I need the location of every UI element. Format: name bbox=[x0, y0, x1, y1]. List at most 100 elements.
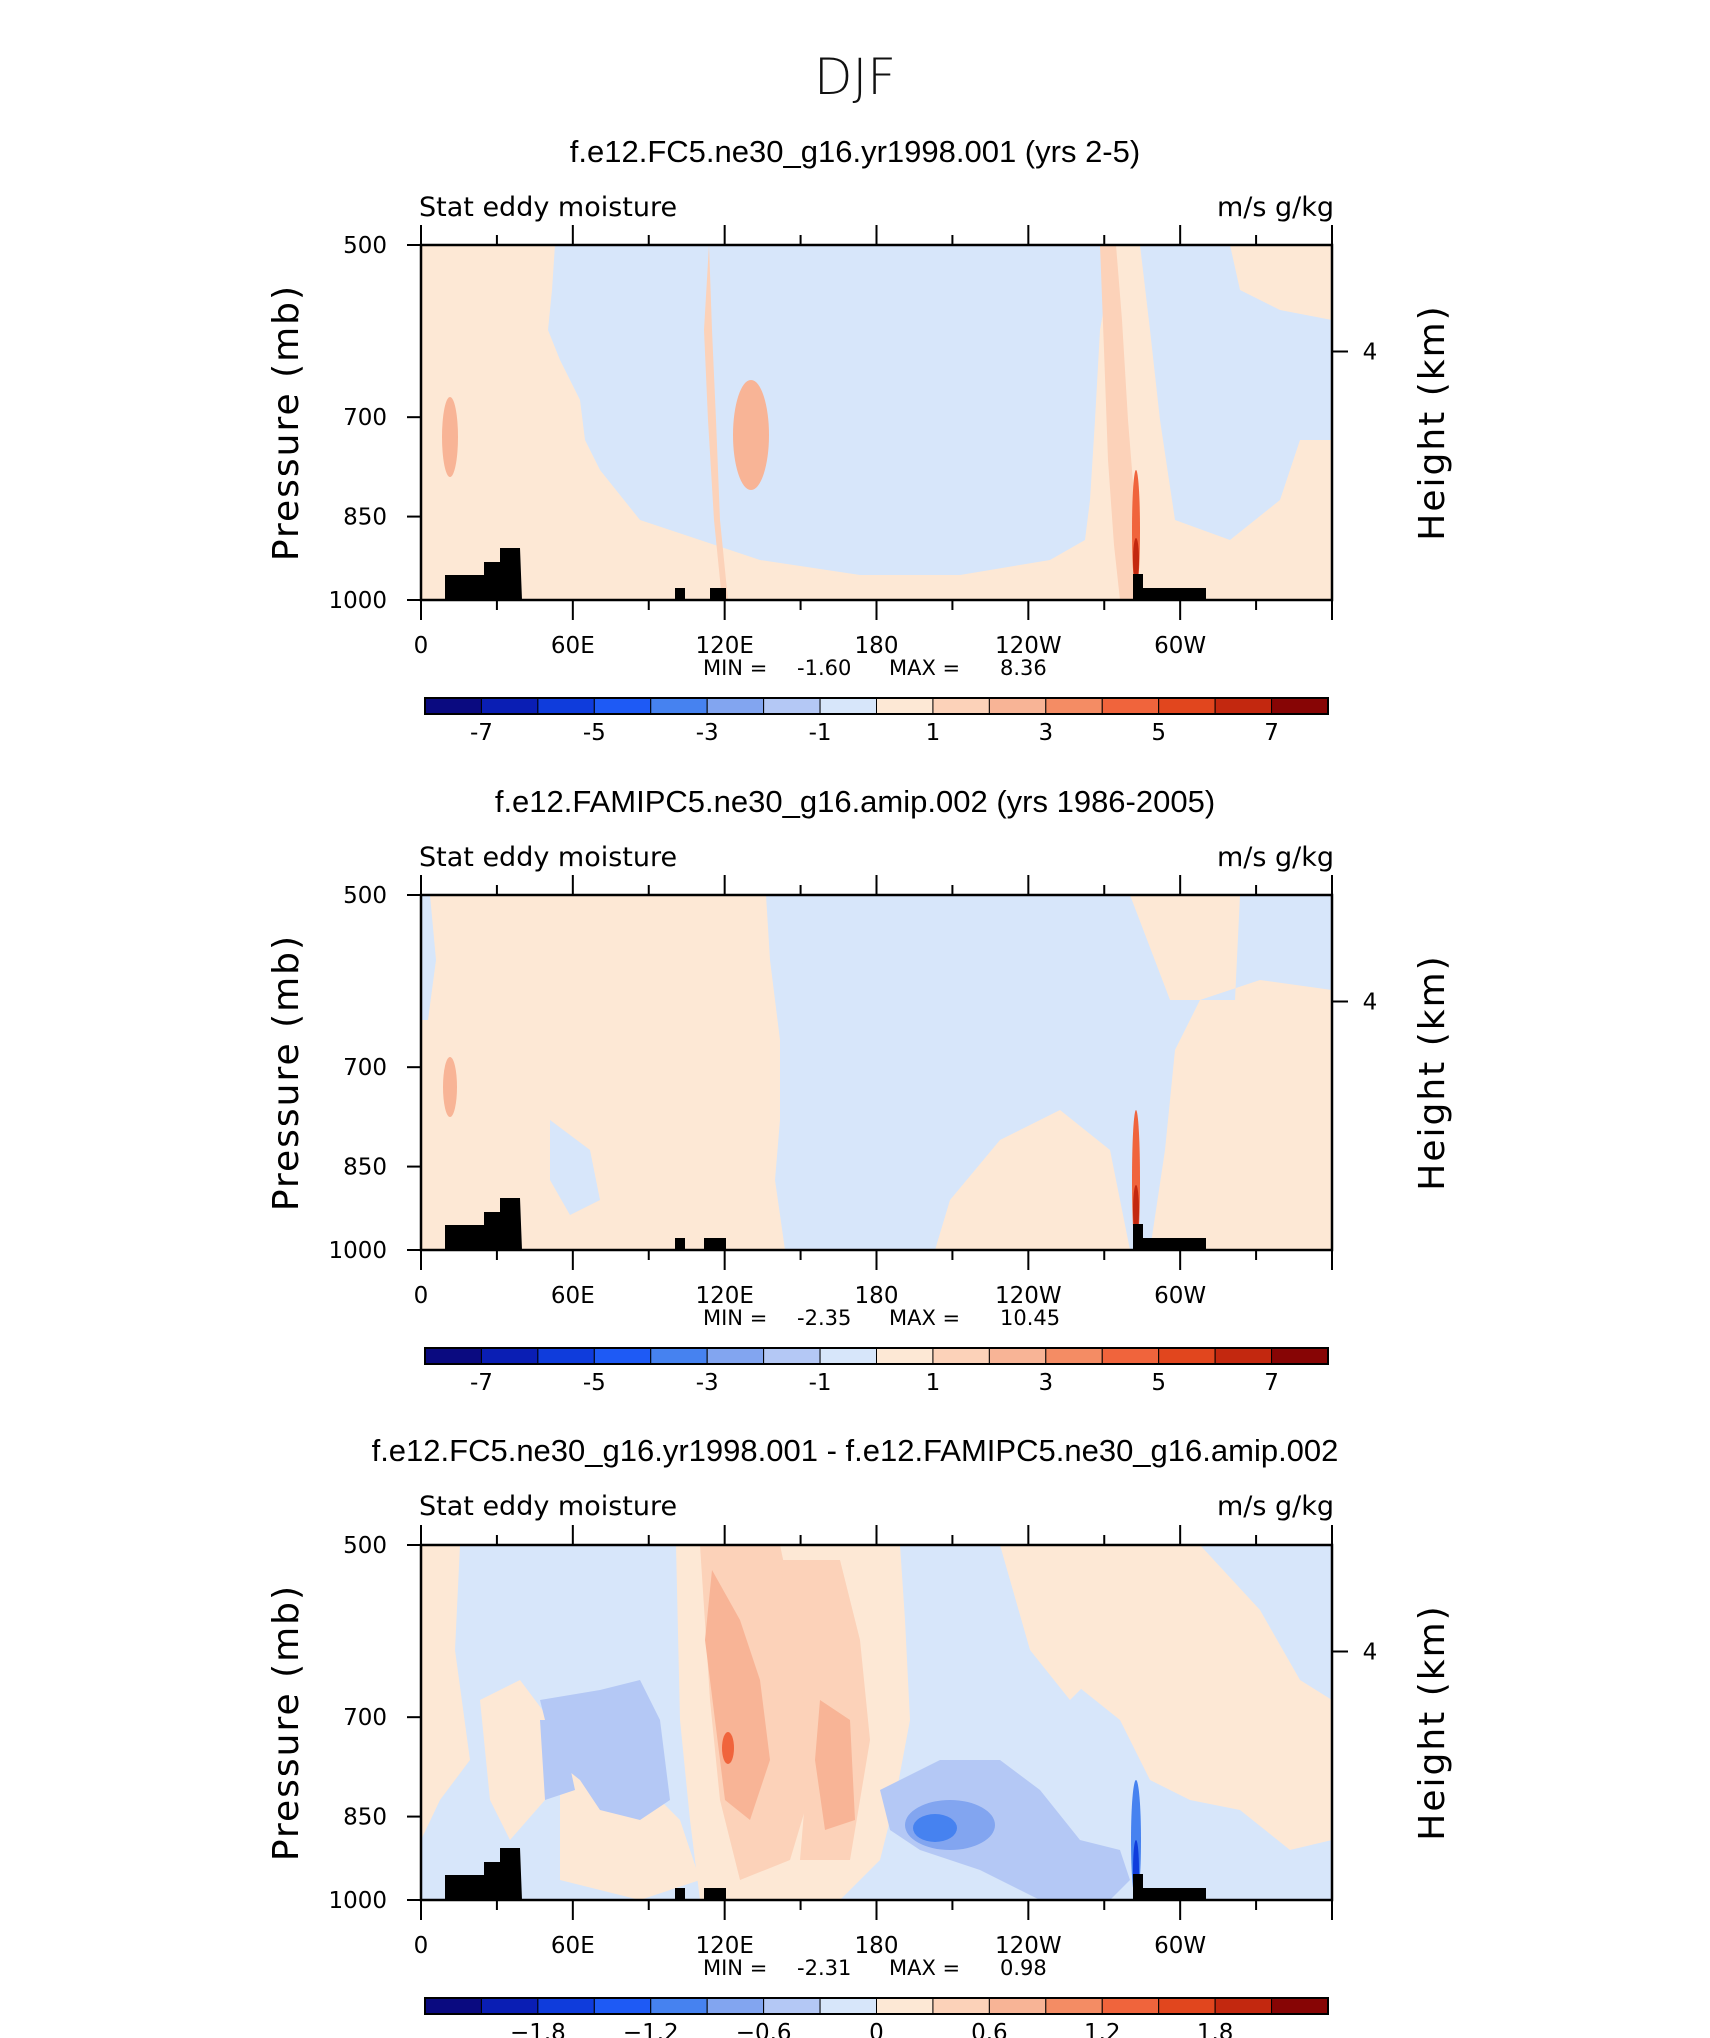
contour-region-positive bbox=[733, 380, 769, 490]
contour-plot bbox=[421, 1545, 1332, 1900]
min-value: -1.60 bbox=[797, 656, 851, 680]
contour-region-positive bbox=[722, 1732, 734, 1764]
x-tick-label: 120E bbox=[695, 1283, 753, 1309]
x-tick-label: 60W bbox=[1154, 1933, 1206, 1959]
topography-mask bbox=[445, 1198, 522, 1250]
colorbar-label: -5 bbox=[583, 1370, 606, 1396]
topography-mask bbox=[1133, 1224, 1206, 1250]
x-tick-label: 180 bbox=[855, 633, 899, 659]
colorbar-swatch bbox=[988, 697, 1047, 715]
y2-axis-title: Height (km) bbox=[1412, 954, 1453, 1190]
max-label: MAX = bbox=[889, 1956, 960, 1980]
x-tick-label: 60E bbox=[551, 1283, 595, 1309]
panel-title: f.e12.FAMIPC5.ne30_g16.amip.002 (yrs 198… bbox=[495, 784, 1215, 819]
colorbar-label: -7 bbox=[470, 1370, 493, 1396]
y-tick-label: 500 bbox=[343, 883, 387, 909]
colorbar-label: 3 bbox=[1038, 1370, 1053, 1396]
contour-region-positive bbox=[1100, 245, 1140, 600]
contour-region-negative bbox=[550, 1120, 600, 1215]
min-label: MIN = bbox=[703, 1956, 767, 1980]
panel-2: f.e12.FAMIPC5.ne30_g16.amip.002 (yrs 198… bbox=[419, 784, 1334, 1252]
colorbar-label: −1.8 bbox=[510, 2020, 566, 2038]
contour-region-negative bbox=[548, 245, 1115, 575]
colorbar-swatch bbox=[1158, 697, 1216, 715]
y-tick-label: 850 bbox=[343, 505, 387, 531]
colorbar-swatch bbox=[932, 1347, 990, 1365]
panel-3: f.e12.FC5.ne30_g16.yr1998.001 - f.e12.FA… bbox=[372, 1433, 1339, 1902]
y2-tick-label: 4 bbox=[1363, 990, 1378, 1016]
min-value: -2.35 bbox=[797, 1306, 851, 1330]
y2-axis-title: Height (km) bbox=[1412, 1604, 1453, 1840]
contour-region-positive bbox=[1133, 1185, 1139, 1235]
y-tick-label: 1000 bbox=[328, 1888, 387, 1914]
colorbar-swatch bbox=[932, 1997, 990, 2015]
colorbar-swatch bbox=[480, 697, 539, 715]
colorbar-frame bbox=[424, 1997, 1329, 2015]
colorbar-swatch bbox=[1214, 1997, 1273, 2015]
y-tick-label: 700 bbox=[343, 1705, 387, 1731]
field-label: Stat eddy moisture bbox=[419, 842, 677, 873]
max-label: MAX = bbox=[889, 656, 960, 680]
colorbar-swatch bbox=[650, 697, 708, 715]
colorbar-swatch bbox=[1214, 697, 1273, 715]
x-tick-label: 0 bbox=[414, 1933, 429, 1959]
units-label: m/s g/kg bbox=[1217, 1491, 1334, 1522]
colorbar-swatch bbox=[1101, 1997, 1160, 2015]
colorbar-label: 1 bbox=[926, 720, 941, 746]
contour-region-negative bbox=[421, 895, 436, 1020]
colorbar-label: -1 bbox=[809, 720, 832, 746]
colorbar-swatch bbox=[1101, 1347, 1160, 1365]
colorbar-swatch bbox=[988, 1347, 1047, 1365]
colorbar-swatch bbox=[593, 1997, 652, 2015]
colorbar-label: 0 bbox=[869, 2020, 884, 2038]
colorbar-frame bbox=[424, 697, 1329, 715]
x-tick-label: 60W bbox=[1154, 633, 1206, 659]
colorbar-swatch bbox=[1271, 697, 1329, 715]
x-tick-label: 60W bbox=[1154, 1283, 1206, 1309]
panel-title: f.e12.FC5.ne30_g16.yr1998.001 - f.e12.FA… bbox=[372, 1433, 1339, 1468]
contour-region-negative bbox=[540, 1720, 575, 1800]
contour-region-positive bbox=[442, 397, 458, 477]
colorbar-frame bbox=[424, 1347, 1329, 1365]
contour-region-negative bbox=[880, 1760, 1130, 1900]
topography-mask bbox=[1133, 574, 1206, 600]
colorbar-label: -7 bbox=[470, 720, 493, 746]
topography-mask bbox=[704, 1888, 726, 1900]
colorbar-swatch bbox=[876, 697, 934, 715]
x-tick-label: 120E bbox=[695, 633, 753, 659]
colorbar-swatch bbox=[1214, 1347, 1273, 1365]
contour-region-positive bbox=[480, 1680, 550, 1840]
colorbar-swatch bbox=[876, 1347, 934, 1365]
colorbar-swatch bbox=[424, 1347, 482, 1365]
colorbar-label: -5 bbox=[583, 720, 606, 746]
x-tick-label: 120W bbox=[995, 633, 1062, 659]
colorbar-swatch bbox=[1045, 1347, 1103, 1365]
topography-mask bbox=[675, 1238, 685, 1250]
y-tick-label: 1000 bbox=[328, 588, 387, 614]
colorbar-swatch bbox=[819, 697, 877, 715]
colorbar-swatch bbox=[1158, 1997, 1216, 2015]
colorbar-swatch bbox=[706, 697, 765, 715]
colorbar-swatch bbox=[424, 697, 482, 715]
colorbar-swatch bbox=[1045, 697, 1103, 715]
x-tick-label: 120W bbox=[995, 1933, 1062, 1959]
contour-region-positive bbox=[705, 1570, 770, 1820]
colorbar-label: -1 bbox=[809, 1370, 832, 1396]
contour-region-negative bbox=[766, 895, 1100, 1250]
x-tick-label: 0 bbox=[414, 1283, 429, 1309]
colorbar-swatch bbox=[650, 1997, 708, 2015]
topography-mask bbox=[704, 1238, 726, 1250]
contour-region-positive bbox=[1040, 1545, 1332, 1850]
colorbar-label: -3 bbox=[696, 1370, 719, 1396]
field-label: Stat eddy moisture bbox=[419, 1491, 677, 1522]
colorbar-swatch bbox=[537, 697, 595, 715]
colorbar-label: −0.6 bbox=[736, 2020, 792, 2038]
x-tick-label: 60E bbox=[551, 1933, 595, 1959]
colorbar-swatch bbox=[650, 1347, 708, 1365]
colorbar-swatch bbox=[537, 1347, 595, 1365]
contour-region-negative bbox=[913, 1814, 957, 1842]
x-tick-label: 60E bbox=[551, 633, 595, 659]
min-value: -2.31 bbox=[797, 1956, 851, 1980]
colorbar-swatch bbox=[763, 1347, 821, 1365]
y-tick-label: 1000 bbox=[328, 1238, 387, 1264]
